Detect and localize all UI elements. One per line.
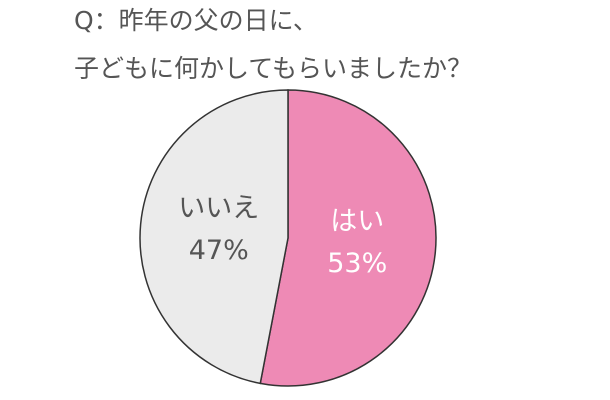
- slice-value: 47%: [189, 235, 249, 266]
- slice-category: いいえ: [178, 193, 259, 224]
- chart-title: Q：昨年の父の日に、: [74, 6, 318, 35]
- chart-title: 子どもに何かしてもらいましたか？: [74, 54, 472, 83]
- slice-category: はい: [330, 206, 384, 237]
- pie-slice: [139, 89, 289, 385]
- pie-slice: [259, 89, 437, 387]
- slice-value: 53%: [327, 248, 387, 279]
